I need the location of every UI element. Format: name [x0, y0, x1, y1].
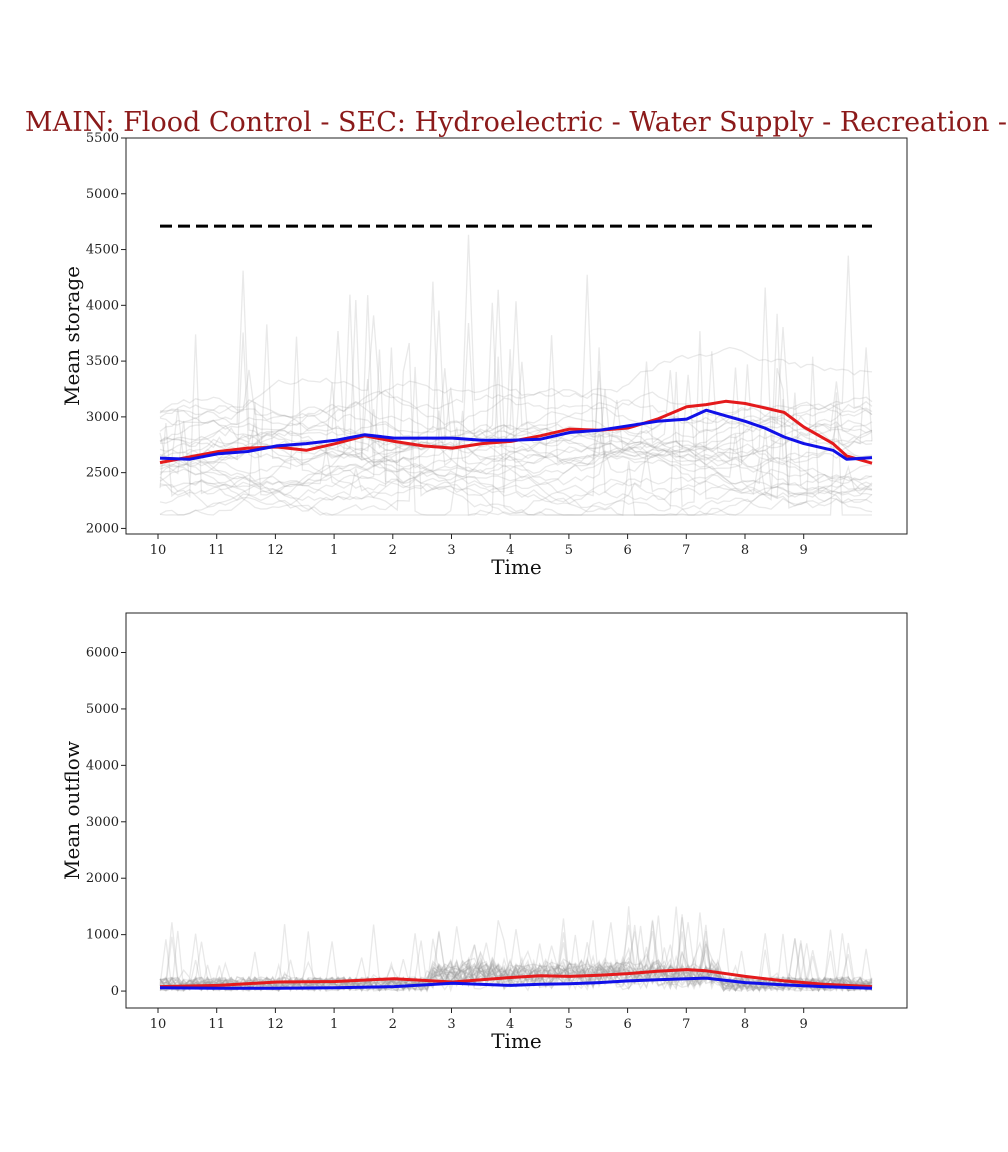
storage-series-layer	[159, 399, 873, 465]
outflow-x-tick-label: 10	[150, 1017, 167, 1032]
storage-ensemble-trace	[159, 346, 873, 437]
storage-x-tick-label: 4	[506, 543, 514, 558]
outflow-x-tick-label: 1	[330, 1017, 338, 1032]
outflow-ensemble-trace	[159, 942, 873, 992]
storage-ensemble-trace	[159, 334, 873, 516]
storage-ensemble-trace	[159, 331, 873, 512]
outflow-x-tick-label: 3	[447, 1017, 455, 1032]
outflow-ensemble-trace	[159, 914, 873, 993]
outflow-x-tick-label: 6	[623, 1017, 631, 1032]
storage-ensemble-trace	[159, 391, 873, 460]
storage-y-tick-label: 2500	[86, 466, 119, 481]
storage-ensemble-trace	[159, 349, 873, 516]
storage-ensemble-trace	[159, 270, 873, 458]
outflow-y-tick-label: 0	[111, 984, 119, 999]
storage-y-tick-label: 3500	[86, 354, 119, 369]
storage-ensemble-trace	[159, 347, 873, 508]
storage-ensemble-traces	[159, 234, 873, 516]
storage-x-tick-label: 6	[623, 543, 631, 558]
outflow-y-tick-label: 2000	[86, 871, 119, 886]
outflow-y-axis-title: Mean outflow	[60, 741, 84, 880]
outflow-y-tick-label: 5000	[86, 702, 119, 717]
storage-ensemble-trace	[159, 331, 873, 434]
storage-y-tick-label: 2000	[86, 521, 119, 536]
outflow-ensemble-trace	[159, 938, 873, 992]
storage-x-axis: 10 11 12 1 2 3 4 5 6 7 8 9	[150, 534, 808, 558]
outflow-red-series-line	[159, 968, 873, 989]
outflow-ensemble-trace	[159, 925, 873, 993]
outflow-y-tick-label: 6000	[86, 646, 119, 661]
storage-ensemble-trace	[159, 234, 873, 434]
storage-ensemble-trace	[159, 336, 873, 476]
storage-blue-series-line	[159, 408, 873, 461]
outflow-ensemble-trace	[159, 929, 873, 993]
storage-ensemble-trace	[159, 388, 873, 497]
outflow-y-tick-label: 1000	[86, 928, 119, 943]
storage-ensemble-trace	[159, 287, 873, 483]
outflow-x-tick-label: 8	[741, 1017, 749, 1032]
storage-y-axis: 2000 2500 3000 3500 4000 4500 5000 5500	[86, 131, 126, 536]
outflow-y-axis: 0 1000 2000 3000 4000 5000 6000	[86, 646, 126, 999]
storage-ensemble-trace	[159, 255, 873, 473]
storage-y-tick-label: 3000	[86, 410, 119, 425]
outflow-blue-series-line	[159, 976, 873, 990]
storage-ensemble-trace	[159, 274, 873, 482]
storage-x-tick-label: 12	[267, 543, 284, 558]
storage-y-tick-label: 4500	[86, 243, 119, 258]
storage-x-tick-label: 9	[800, 543, 808, 558]
storage-x-tick-label: 2	[389, 543, 397, 558]
storage-y-tick-label: 5000	[86, 187, 119, 202]
storage-x-tick-label: 10	[150, 543, 167, 558]
outflow-ensemble-trace	[159, 918, 873, 993]
outflow-x-axis: 10 11 12 1 2 3 4 5 6 7 8 9	[150, 1008, 808, 1032]
storage-y-tick-label: 5500	[86, 131, 119, 146]
outflow-ensemble-trace	[159, 919, 873, 993]
storage-x-tick-label: 8	[741, 543, 749, 558]
storage-ensemble-trace	[159, 310, 873, 509]
storage-ensemble-trace	[159, 447, 873, 498]
outflow-x-tick-label: 12	[267, 1017, 284, 1032]
storage-ensemble-trace	[159, 302, 873, 486]
outflow-series-layer	[159, 968, 873, 990]
outflow-plot-frame	[125, 612, 908, 1009]
storage-ensemble-trace	[159, 392, 873, 513]
storage-ensemble-trace	[159, 313, 873, 465]
storage-ensemble-trace	[159, 361, 873, 464]
outflow-y-tick-label: 3000	[86, 815, 119, 830]
outflow-x-tick-label: 2	[389, 1017, 397, 1032]
outflow-x-axis-title: Time	[491, 1029, 542, 1053]
storage-y-axis-title: Mean storage	[60, 266, 84, 406]
outflow-ensemble-trace	[159, 906, 873, 992]
chart-title: MAIN: Flood Control - SEC: Hydroelectric…	[25, 107, 1007, 138]
storage-x-tick-label: 3	[447, 543, 455, 558]
storage-ensemble-trace	[159, 322, 873, 470]
storage-ensemble-trace	[159, 295, 873, 474]
storage-x-axis-title: Time	[491, 555, 542, 579]
storage-x-tick-label: 7	[682, 543, 690, 558]
storage-x-tick-label: 5	[565, 543, 573, 558]
storage-y-tick-label: 4000	[86, 298, 119, 313]
outflow-x-tick-label: 9	[800, 1017, 808, 1032]
outflow-ensemble-trace	[159, 930, 873, 993]
outflow-x-tick-label: 5	[565, 1017, 573, 1032]
outflow-ensemble-trace	[159, 932, 873, 993]
outflow-x-tick-label: 4	[506, 1017, 514, 1032]
outflow-x-tick-label: 11	[208, 1017, 225, 1032]
storage-ensemble-trace	[159, 392, 872, 516]
storage-ensemble-trace	[159, 436, 873, 510]
storage-x-tick-label: 1	[330, 543, 338, 558]
storage-ensemble-trace	[159, 349, 872, 516]
storage-ensemble-trace	[159, 281, 873, 459]
storage-red-series-line	[159, 399, 873, 465]
storage-plot-frame	[125, 137, 908, 535]
storage-ensemble-trace	[159, 356, 873, 516]
storage-x-tick-label: 11	[208, 543, 225, 558]
outflow-x-tick-label: 7	[682, 1017, 690, 1032]
storage-ensemble-trace	[159, 342, 873, 516]
outflow-y-tick-label: 4000	[86, 758, 119, 773]
